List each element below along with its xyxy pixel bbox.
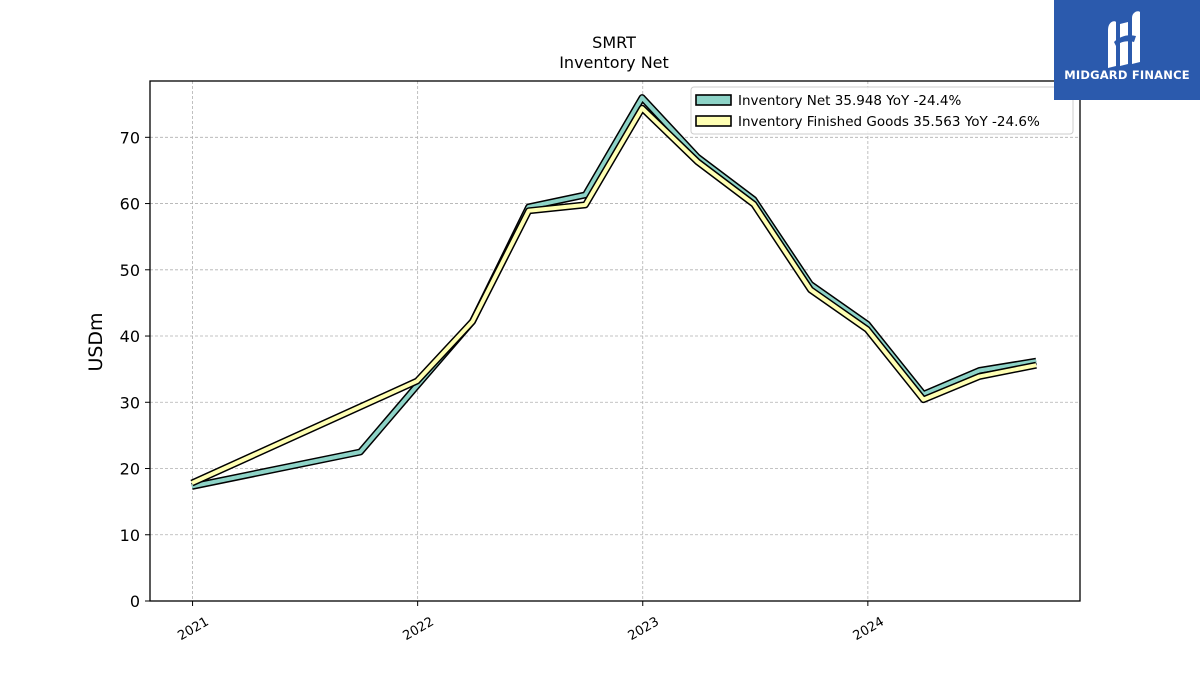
legend-swatch [695,94,732,106]
data-point-inventory-finished-goods [471,320,474,323]
data-point-inventory-net [359,450,362,453]
legend: Inventory Net 35.948 YoY -24.4% Inventory… [690,86,1074,135]
y-tick-label: 60 [120,195,140,214]
y-axis-label: USDm [85,312,107,371]
chart-subtitle: Inventory Net [559,53,669,72]
legend-swatch [695,115,732,127]
data-point-inventory-finished-goods [866,328,869,331]
plot-frame [149,80,1081,602]
y-tick-label: 30 [120,393,140,412]
x-tick-label: 2021 [175,614,211,644]
axis-ticks: 0 10 20 30 40 50 60 70 2021 2022 2023 2024 [120,128,887,644]
data-point-inventory-finished-goods [978,375,981,378]
y-tick-label: 50 [120,261,140,280]
legend-box [690,86,1074,135]
x-tick-label: 2024 [851,614,887,644]
data-point-inventory-finished-goods [416,380,419,383]
data-point-inventory-finished-goods [1035,364,1038,367]
data-point-inventory-net [978,369,981,372]
series-layer [190,94,1038,490]
data-point-inventory-finished-goods [190,482,193,485]
data-point-inventory-net [641,96,644,99]
data-point-inventory-finished-goods [527,209,530,212]
midgard-finance-logo-icon [1108,11,1140,68]
x-tick-label: 2022 [400,614,436,644]
logo-text: MIDGARD FINANCE [1064,68,1190,82]
y-tick-label: 10 [120,526,140,545]
legend-label: Inventory Finished Goods 35.563 YoY -24.… [738,114,1040,130]
y-tick-label: 20 [120,460,140,479]
data-point-inventory-finished-goods [752,203,755,206]
data-point-inventory-net [584,193,587,196]
y-tick-label: 40 [120,327,140,346]
data-point-inventory-finished-goods [696,160,699,163]
data-point-inventory-finished-goods [641,107,644,110]
data-point-inventory-finished-goods [809,288,812,291]
legend-label: Inventory Net 35.948 YoY -24.4% [738,93,961,109]
chart-title: SMRT [592,33,636,52]
data-point-inventory-finished-goods [922,398,925,401]
data-point-inventory-finished-goods [584,203,587,206]
y-tick-label: 70 [120,128,140,147]
series-line-inventory-finished-goods [191,106,1037,485]
grid [150,81,1080,602]
x-tick-label: 2023 [626,614,662,644]
midgard-finance-logo: MIDGARD FINANCE [1054,0,1200,100]
y-tick-label: 0 [130,592,140,611]
